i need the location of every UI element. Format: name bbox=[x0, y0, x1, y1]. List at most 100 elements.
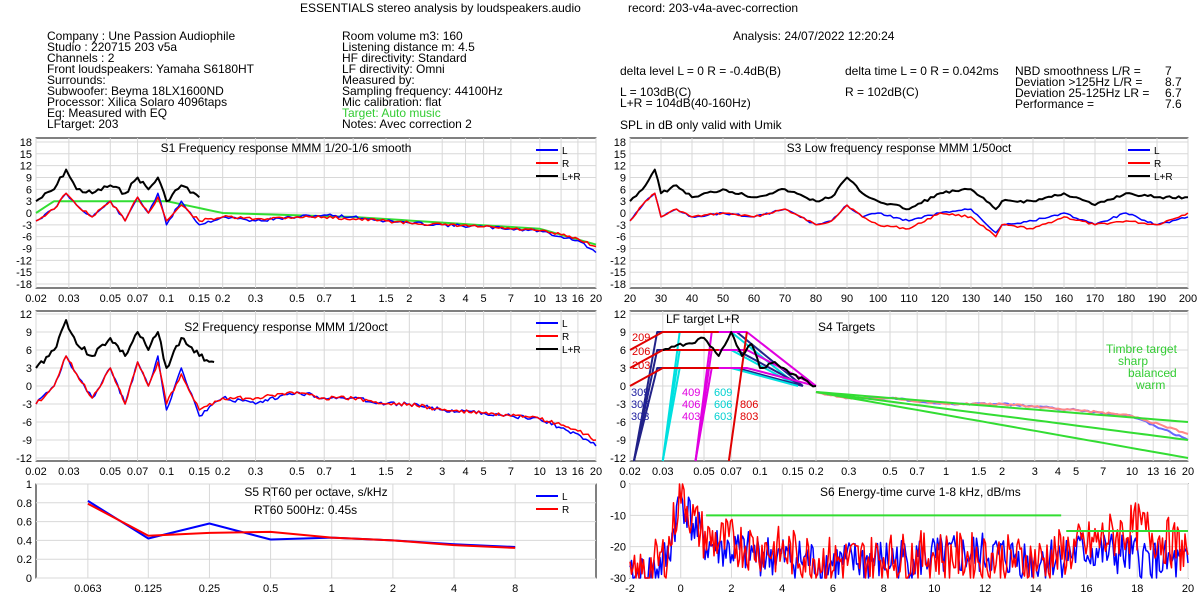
s2-x-tick-label: 0.05 bbox=[100, 466, 121, 478]
info-notes: Notes: Avec correction 2 bbox=[342, 117, 472, 131]
info-lftarget: LFtarget: 203 bbox=[47, 117, 119, 131]
info-front: Front loudspeakers: Yamaha S6180HT bbox=[47, 62, 255, 76]
s3-y-tick-label: 12 bbox=[614, 161, 626, 173]
s4-label-red: 209 bbox=[632, 332, 650, 344]
s6-x-tick-label: 8 bbox=[881, 583, 887, 595]
s2-legend-label: L bbox=[562, 319, 568, 330]
s3-series-r bbox=[629, 192, 1189, 238]
s4-timbre-warm: warm bbox=[1135, 378, 1165, 392]
s1-series-r bbox=[35, 192, 597, 248]
info-processor: Processor: Xilica Solaro 4096taps bbox=[47, 95, 228, 109]
delta-time: delta time L = 0 R = 0.042ms bbox=[845, 64, 999, 78]
s5-x-tick-label: 2 bbox=[390, 583, 396, 595]
metric-dev-lf-label: Deviation 25-125Hz LR = bbox=[1015, 86, 1150, 100]
s5-x-tick-label: 4 bbox=[451, 583, 457, 595]
s2-x-tick-label: 0.3 bbox=[248, 466, 263, 478]
info-hf-directivity: HF directivity: Standard bbox=[342, 51, 467, 65]
s4-series-r bbox=[815, 391, 1189, 435]
s5-x-tick-label: 0.063 bbox=[74, 583, 102, 595]
level-l: L = 103dB(C) bbox=[620, 85, 692, 99]
s1-x-tick-label: 1 bbox=[350, 293, 356, 305]
s4-x-tick-label: 0.05 bbox=[693, 466, 714, 478]
s4-label-cyan: 609 bbox=[714, 387, 732, 399]
s3-y-tick-label: 3 bbox=[620, 196, 626, 208]
s1-x-tick-label: 1.5 bbox=[378, 293, 393, 305]
s4-x-tick-label: 1 bbox=[943, 466, 949, 478]
s3-x-tick-label: 90 bbox=[841, 293, 853, 305]
s4-lf-target-title: LF target L+R bbox=[666, 312, 740, 326]
s4-y-tick-label: -6 bbox=[616, 417, 626, 429]
s2-x-tick-label: 0.07 bbox=[127, 466, 148, 478]
spl-note: SPL in dB only valid with Umik bbox=[620, 118, 782, 132]
metric-performance-value: 7.6 bbox=[1165, 97, 1182, 111]
s1-x-tick-label: 0.02 bbox=[25, 293, 46, 305]
s2-y-tick-label: -9 bbox=[22, 435, 32, 447]
info-surrounds: Surrounds: bbox=[47, 73, 106, 87]
metric-dev-lf-value: 6.7 bbox=[1165, 86, 1182, 100]
info-studio: Studio : 220715 203 v5a bbox=[47, 40, 178, 54]
s6-x-tick-label: 0 bbox=[678, 583, 684, 595]
s1-x-tick-label: 0.05 bbox=[100, 293, 121, 305]
s4-y-tick-label: -3 bbox=[616, 399, 626, 411]
s2-y-tick-label: 12 bbox=[20, 309, 32, 321]
s4-label-cyan: 606 bbox=[714, 399, 732, 411]
s4-timbre-title: Timbre target bbox=[1106, 342, 1178, 356]
info-room-volume: Room volume m3: 160 bbox=[342, 29, 463, 43]
s5-y-tick-label: 0.8 bbox=[17, 498, 32, 510]
info-distance: Listening distance m: 4.5 bbox=[342, 40, 475, 54]
s3-x-tick-label: 130 bbox=[962, 293, 980, 305]
s4-lf-target-red bbox=[629, 367, 719, 387]
s1-y-tick-label: -6 bbox=[22, 232, 32, 244]
s4-x-tick-label: 0.15 bbox=[782, 466, 803, 478]
s6-x-tick-label: -2 bbox=[625, 583, 635, 595]
s4-label-magenta: 403 bbox=[682, 411, 700, 423]
level-lr: L+R = 104dB(40-160Hz) bbox=[620, 96, 751, 110]
s1-y-tick-label: 9 bbox=[26, 172, 32, 184]
metric-performance-label: Performance = bbox=[1015, 97, 1095, 111]
s4-y-tick-label: -9 bbox=[616, 435, 626, 447]
s3-x-tick-label: 70 bbox=[779, 293, 791, 305]
s4-label-magenta: 409 bbox=[682, 387, 700, 399]
s4-lf-target-magenta bbox=[694, 367, 817, 462]
s4-timbre-sharp: sharp bbox=[1118, 354, 1148, 368]
s5-legend-label: R bbox=[562, 505, 569, 516]
s5-y-tick-label: 0 bbox=[26, 573, 32, 585]
s2-y-tick-label: 9 bbox=[26, 327, 32, 339]
s2-y-tick-label: -12 bbox=[16, 453, 32, 465]
s3-x-tick-label: 140 bbox=[993, 293, 1011, 305]
s3-x-tick-label: 40 bbox=[686, 293, 698, 305]
s4-x-tick-label: 13 bbox=[1147, 466, 1159, 478]
s1-y-tick-label: -15 bbox=[16, 267, 32, 279]
s2-x-tick-label: 16 bbox=[572, 466, 584, 478]
s4-x-tick-label: 0.7 bbox=[910, 466, 925, 478]
s1-x-tick-label: 3 bbox=[439, 293, 445, 305]
s1-x-tick-label: 16 bbox=[572, 293, 584, 305]
s1-y-tick-label: -18 bbox=[16, 279, 32, 291]
s4-series-lr bbox=[662, 331, 817, 388]
s2-x-tick-label: 0.15 bbox=[189, 466, 210, 478]
metric-nbd-value: 7 bbox=[1165, 64, 1172, 78]
s5-x-tick-label: 0.125 bbox=[135, 583, 163, 595]
s1-legend-label: L bbox=[562, 146, 568, 157]
s5-rt60-annotation: RT60 500Hz: 0.45s bbox=[254, 503, 357, 517]
s1-legend-label: R bbox=[562, 159, 569, 170]
s3-y-tick-label: -6 bbox=[616, 232, 626, 244]
s4-lf-target-red bbox=[629, 349, 719, 369]
metric-nbd-label: NBD smoothness L/R = bbox=[1015, 64, 1141, 78]
delta-level: delta level L = 0 R = -0.4dB(B) bbox=[620, 64, 781, 78]
s2-legend-label: R bbox=[562, 332, 569, 343]
s1-x-tick-label: 0.5 bbox=[289, 293, 304, 305]
metric-dev-hf-label: Deviation >125Hz L/R = bbox=[1015, 75, 1143, 89]
info-measured-by: Measured by: bbox=[342, 73, 415, 87]
s2-x-tick-label: 1 bbox=[350, 466, 356, 478]
s1-y-tick-label: -3 bbox=[22, 220, 32, 232]
s2-x-tick-label: 0.7 bbox=[317, 466, 332, 478]
s6-chart-title: S6 Energy-time curve 1-8 kHz, dB/ms bbox=[820, 485, 1021, 499]
s5-plot-frame bbox=[35, 483, 597, 579]
s4-x-tick-label: 0.03 bbox=[652, 466, 673, 478]
s6-x-tick-label: 6 bbox=[830, 583, 836, 595]
s3-x-tick-label: 80 bbox=[810, 293, 822, 305]
s5-y-tick-label: 1 bbox=[26, 479, 32, 491]
s4-label-blue: 303 bbox=[631, 411, 649, 423]
s2-x-tick-label: 0.02 bbox=[25, 466, 46, 478]
